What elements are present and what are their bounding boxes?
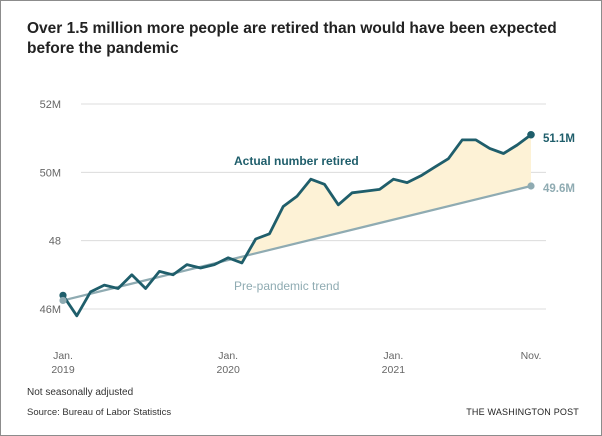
footer-source: Source: Bureau of Labor Statistics [27, 407, 172, 418]
y-tick-label-0: 46M [40, 304, 61, 316]
actual-start-point [59, 291, 67, 299]
trend-end-point [527, 182, 535, 190]
x-tick-label-2-month: Jan. [383, 350, 403, 362]
actual-end-point [527, 130, 535, 139]
x-tick-label-1-month: Jan. [218, 350, 238, 362]
trend-end-label: 49.6M [543, 183, 575, 195]
annotation-actual: Actual number retired [234, 154, 359, 168]
x-tick-label-0-year: 2019 [51, 364, 75, 376]
trend-start-point [59, 296, 67, 305]
chart-title: Over 1.5 million more people are retired… [27, 19, 567, 59]
chart-title-line-1: Over 1.5 million more people are retired… [27, 20, 557, 37]
y-tick-label-1: 48 [49, 236, 61, 248]
y-tick-label-2: 50M [40, 167, 61, 179]
x-tick-label-1-year: 2020 [216, 364, 240, 376]
trend-line [61, 184, 533, 302]
annotation-trend: Pre-pandemic trend [234, 279, 339, 293]
chart-title-line-2: before the pandemic [27, 40, 179, 57]
x-tick-label-2-year: 2021 [382, 364, 406, 376]
footer-brand: THE WASHINGTON POST [466, 407, 579, 417]
x-tick-label-3-month: Nov. [521, 350, 542, 362]
x-tick-label-0-month: Jan. [53, 350, 73, 362]
chart-plot: 46M 48 50M 52M 51.1M 49.6M Actual number retir… [40, 99, 575, 376]
gap-area [228, 134, 531, 263]
actual-end-label: 51.1M [543, 133, 575, 145]
actual-line [61, 133, 533, 318]
footer-note: Not seasonally adjusted [27, 387, 134, 398]
y-tick-label-3: 52M [40, 99, 61, 111]
